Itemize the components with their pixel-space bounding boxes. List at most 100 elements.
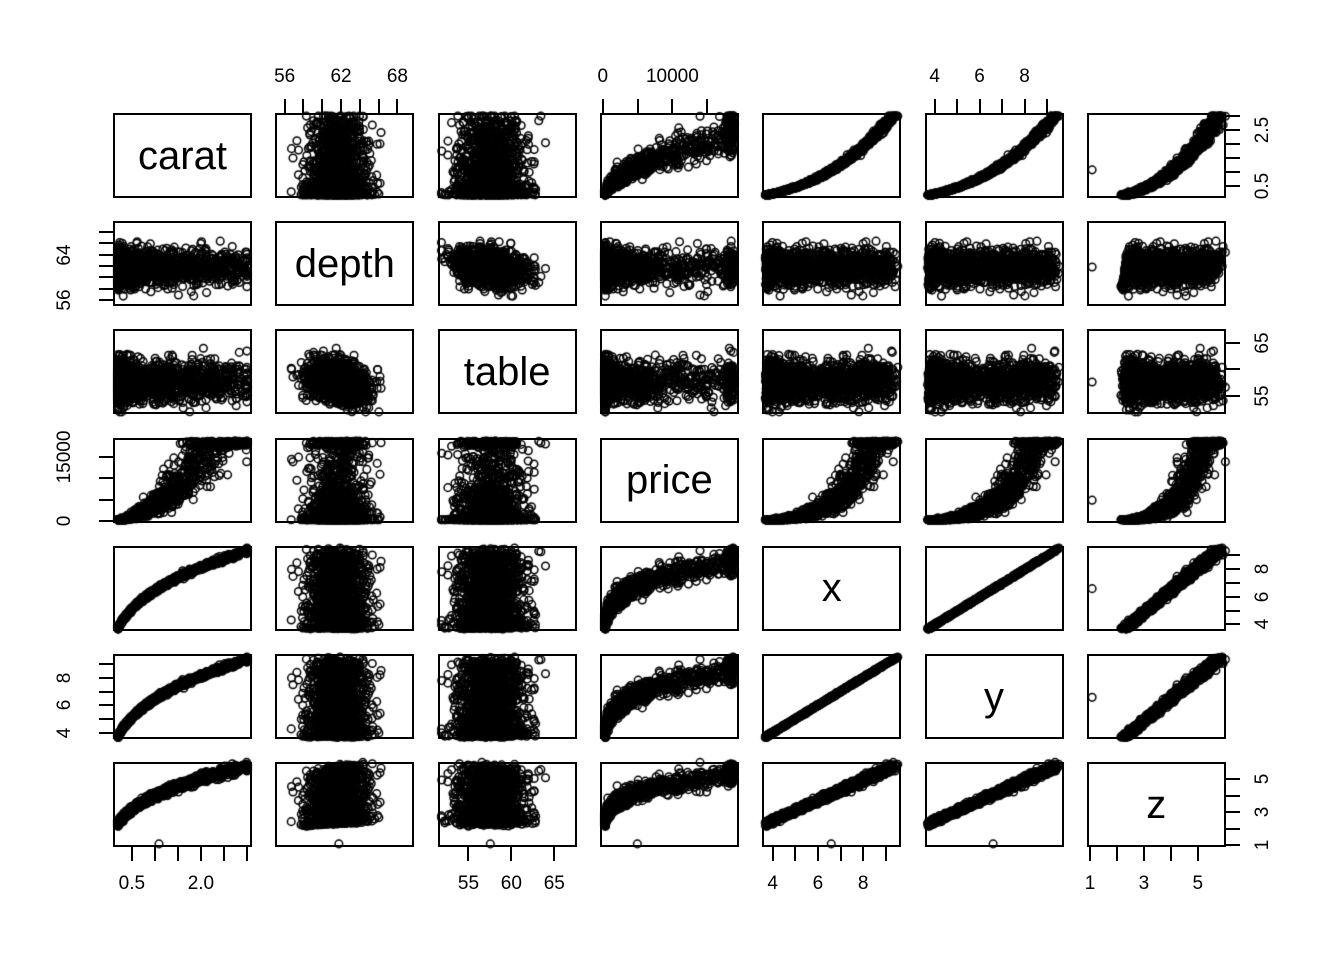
tick-label-left-depth: 56	[54, 289, 75, 312]
tick-label-left-depth: 64	[54, 243, 75, 266]
scatter-z-vs-y	[916, 754, 1072, 856]
tick-label-left-y: 8	[54, 672, 75, 684]
panel-box-z-vs-z	[1086, 762, 1226, 848]
tick-label-right-table: 65	[1252, 332, 1273, 354]
tick-label-right-z: 3	[1252, 806, 1273, 818]
tick-label-top-depth: 68	[386, 66, 408, 87]
panel-box-x-vs-x	[762, 545, 902, 631]
diagonal-label-price: price	[626, 458, 713, 503]
scatter-depth-vs-x	[754, 213, 910, 315]
scatter-z-vs-carat	[105, 754, 260, 856]
scatter-y-vs-z	[1078, 646, 1234, 747]
tick-right-z	[1225, 794, 1240, 797]
tick-label-right-z: 1	[1252, 839, 1273, 851]
tick-label-bottom-x: 8	[857, 873, 869, 894]
scatter-depth-vs-z	[1078, 213, 1234, 315]
tick-label-top-y: 8	[1019, 66, 1030, 87]
scatter-depth-vs-y	[916, 213, 1072, 315]
tick-label-top-price: 10000	[645, 66, 699, 87]
tick-label-top-depth: 56	[274, 66, 296, 87]
diagonal-label-z: z	[1146, 782, 1167, 827]
tick-bottom-z	[1142, 847, 1145, 862]
scatter-y-vs-table	[429, 646, 585, 747]
tick-label-top-depth: 62	[330, 66, 352, 87]
scatter-carat-vs-depth	[267, 105, 423, 206]
scatter-x-vs-y	[916, 537, 1072, 639]
scatter-x-vs-price	[591, 537, 747, 639]
scatter-z-vs-price	[591, 754, 747, 856]
scatter-x-vs-depth	[267, 537, 423, 639]
tick-label-bottom-x: 6	[812, 873, 824, 894]
scatter-table-vs-price	[591, 321, 747, 423]
scatter-y-vs-price	[591, 646, 747, 747]
scatter-price-vs-z	[1078, 429, 1234, 531]
scatter-x-vs-carat	[105, 537, 260, 639]
tick-label-left-price: 0	[54, 515, 75, 527]
diagonal-label-depth: depth	[294, 241, 395, 286]
tick-right-z	[1225, 811, 1240, 814]
tick-label-top-y: 4	[929, 66, 940, 87]
diagonal-label-carat: carat	[138, 133, 227, 178]
panel-box-depth-vs-depth	[275, 221, 415, 307]
tick-label-right-carat: 2.5	[1252, 116, 1273, 144]
scatter-price-vs-y	[916, 429, 1072, 531]
scatter-z-vs-table	[429, 754, 585, 856]
diagonal-label-y: y	[984, 674, 1004, 719]
scatter-carat-vs-z	[1078, 105, 1234, 206]
scatter-carat-vs-x	[754, 105, 910, 206]
tick-bottom-z	[1115, 847, 1118, 862]
tick-label-right-table: 55	[1252, 384, 1273, 407]
tick-label-bottom-z: 5	[1192, 873, 1204, 894]
tick-label-left-price: 15000	[54, 430, 75, 484]
scatter-y-vs-x	[754, 646, 910, 747]
panel-box-table-vs-table	[437, 329, 577, 415]
scatter-carat-vs-price	[591, 105, 747, 206]
scatter-y-vs-carat	[105, 646, 260, 747]
scatter-depth-vs-table	[429, 213, 585, 315]
tick-label-bottom-table: 60	[500, 873, 522, 894]
scatter-table-vs-depth	[267, 321, 423, 423]
tick-right-z	[1225, 827, 1240, 830]
scatter-depth-vs-price	[591, 213, 747, 315]
panel-box-carat-vs-carat	[113, 113, 252, 198]
tick-label-left-y: 4	[54, 727, 75, 739]
tick-label-bottom-x: 4	[767, 873, 778, 894]
scatter-table-vs-z	[1078, 321, 1234, 423]
tick-right-z	[1225, 844, 1240, 847]
tick-label-bottom-table: 65	[543, 873, 565, 894]
tick-label-bottom-carat: 2.0	[187, 873, 215, 894]
tick-label-bottom-z: 3	[1138, 873, 1150, 894]
panel-box-y-vs-y	[924, 654, 1064, 739]
tick-label-bottom-z: 1	[1084, 873, 1096, 894]
tick-label-bottom-table: 55	[457, 873, 480, 894]
tick-label-right-x: 4	[1252, 619, 1273, 630]
scatter-carat-vs-y	[916, 105, 1072, 206]
diagonal-label-x: x	[821, 566, 842, 611]
scatter-price-vs-table	[429, 429, 585, 531]
scatter-table-vs-y	[916, 321, 1072, 423]
scatter-price-vs-x	[754, 429, 910, 531]
scatter-table-vs-x	[754, 321, 910, 423]
tick-label-left-y: 6	[54, 700, 75, 711]
tick-label-right-z: 5	[1252, 774, 1273, 785]
scatter-price-vs-depth	[267, 429, 423, 531]
scatter-table-vs-carat	[105, 321, 260, 423]
tick-label-top-y: 6	[974, 66, 985, 87]
tick-bottom-z	[1196, 847, 1199, 862]
scatter-x-vs-table	[429, 537, 585, 639]
panel-box-price-vs-price	[599, 437, 739, 523]
scatter-z-vs-depth	[267, 754, 423, 856]
tick-label-right-carat: 0.5	[1252, 173, 1273, 200]
scatter-carat-vs-table	[429, 105, 585, 206]
scatter-price-vs-carat	[105, 429, 260, 531]
tick-right-z	[1225, 778, 1240, 781]
tick-label-bottom-carat: 0.5	[118, 873, 146, 894]
diagonal-label-table: table	[463, 349, 551, 394]
tick-label-top-price: 0	[597, 66, 609, 87]
tick-bottom-z	[1169, 847, 1172, 862]
tick-label-right-x: 6	[1252, 591, 1273, 603]
scatter-depth-vs-carat	[105, 213, 260, 315]
scatter-x-vs-z	[1078, 537, 1234, 639]
scatter-y-vs-depth	[267, 646, 423, 747]
